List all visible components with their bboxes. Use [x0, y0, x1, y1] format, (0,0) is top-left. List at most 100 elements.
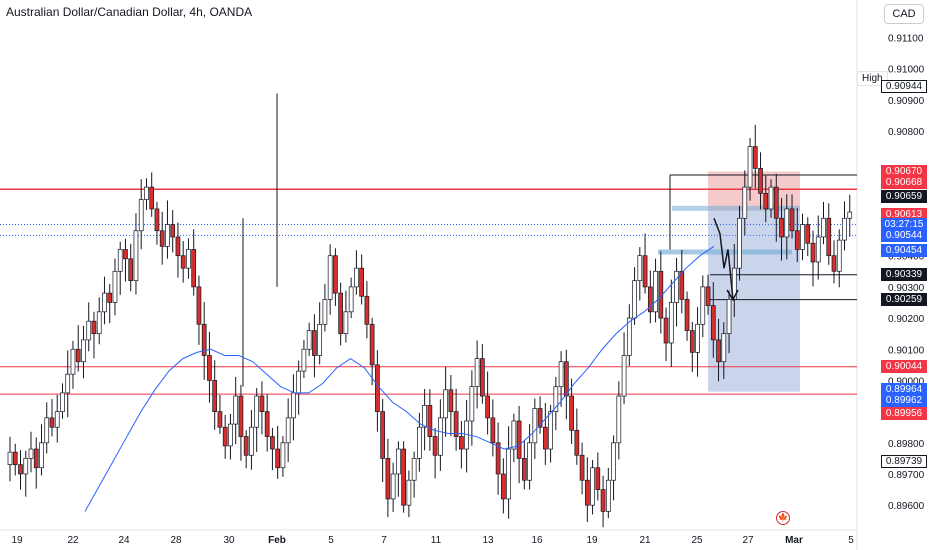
time-tick-label: 30	[223, 535, 235, 546]
candle-body	[600, 489, 606, 512]
candle-body	[548, 411, 553, 450]
candle-body	[7, 451, 13, 465]
candle-body	[537, 408, 543, 428]
candle-body	[459, 436, 464, 450]
candle-body	[280, 442, 286, 469]
candle-body	[511, 420, 517, 450]
price-tag: 0.90944	[881, 79, 927, 93]
candle-body	[700, 286, 706, 325]
time-tick-label: 13	[482, 535, 494, 546]
candle-body	[86, 320, 92, 341]
candle-body	[390, 473, 396, 500]
arrow-head-icon	[726, 289, 739, 302]
candle-body	[243, 436, 249, 456]
time-tick-label: 5	[328, 535, 334, 546]
candle-body	[815, 236, 821, 263]
candle-body	[432, 436, 438, 456]
time-tick-label: 28	[170, 535, 182, 546]
time-tick-label: 11	[431, 535, 442, 546]
candle-body	[495, 442, 501, 475]
candle-body	[81, 339, 86, 363]
candle-body	[107, 292, 113, 303]
candle-body	[616, 395, 622, 444]
candle-body	[112, 270, 118, 303]
candle-body	[695, 323, 700, 353]
candle-body	[291, 392, 296, 419]
candle-body	[710, 305, 716, 341]
price-tick-label: 0.90200	[888, 314, 925, 325]
high-label: High	[857, 71, 888, 86]
price-tag: 0.90454	[881, 243, 927, 257]
price-tick-label: 0.90800	[888, 127, 925, 138]
canada-flag-icon[interactable]: 🍁	[776, 511, 790, 525]
candle-body	[49, 417, 55, 428]
candle-body	[44, 417, 50, 444]
candle-body	[569, 395, 574, 431]
candle-body	[726, 299, 732, 335]
price-tick-label: 0.90000	[888, 376, 925, 387]
candle-body	[653, 270, 658, 313]
candle-body	[689, 330, 695, 353]
candle-body	[831, 255, 837, 272]
candle-body	[159, 230, 165, 247]
candle-body	[23, 458, 29, 475]
candle-body	[264, 411, 270, 437]
currency-button[interactable]: CAD	[884, 4, 924, 24]
candle-body	[485, 395, 490, 419]
candle-body	[752, 146, 758, 169]
price-tag: 0.90544	[881, 228, 927, 242]
price-tick-label: 0.90900	[888, 96, 925, 107]
stop-loss-zone	[708, 171, 800, 211]
candle-body	[438, 417, 443, 456]
candle-body	[385, 458, 391, 500]
symbol-title[interactable]: Australian Dollar/Canadian Dollar, 4h, O…	[6, 5, 253, 19]
time-tick-label: 19	[586, 535, 598, 546]
price-tag: 0.89964	[881, 383, 927, 397]
candle-body	[417, 426, 422, 459]
candle-body	[474, 358, 480, 388]
candle-body	[637, 255, 643, 282]
candle-body	[207, 355, 212, 381]
candle-body	[333, 255, 338, 294]
candle-body	[191, 249, 197, 288]
time-tick-label: 19	[11, 535, 23, 546]
candle-body	[259, 395, 265, 412]
time-tick-label: 27	[742, 535, 754, 546]
candle-body	[747, 146, 753, 188]
candle-body	[133, 230, 139, 282]
time-tick-label: 16	[531, 535, 543, 546]
candle-body	[186, 249, 191, 269]
projection-arrow	[713, 218, 734, 300]
candle-body	[480, 358, 485, 397]
candle-body	[175, 236, 181, 257]
candle-body	[154, 208, 160, 232]
candle-body	[842, 217, 847, 241]
candle-body	[196, 286, 202, 325]
candle-body	[553, 386, 559, 412]
price-tag: 0.90613	[881, 207, 927, 221]
candle-body	[54, 411, 60, 428]
candle-body	[222, 426, 228, 447]
candle-body	[506, 448, 511, 500]
candle-body	[663, 317, 669, 344]
candle-body	[123, 249, 128, 260]
candle-body	[647, 286, 653, 313]
time-tick-label: 5	[848, 535, 854, 546]
price-tick-label: 0.91000	[888, 65, 925, 76]
candle-body	[75, 348, 81, 363]
candle-body	[527, 442, 532, 481]
candle-body	[443, 389, 448, 419]
candle-body	[773, 186, 779, 219]
candle-body	[348, 286, 354, 313]
candle-body	[301, 348, 307, 372]
candle-body	[275, 448, 281, 469]
candle-body	[317, 323, 323, 356]
candle-body	[306, 330, 312, 350]
zone-highlight	[658, 249, 792, 255]
candle-body	[233, 395, 239, 425]
price-tick-label: 0.90300	[888, 283, 925, 294]
candle-body	[65, 373, 71, 394]
candle-body	[128, 258, 134, 282]
candle-body	[521, 458, 527, 481]
